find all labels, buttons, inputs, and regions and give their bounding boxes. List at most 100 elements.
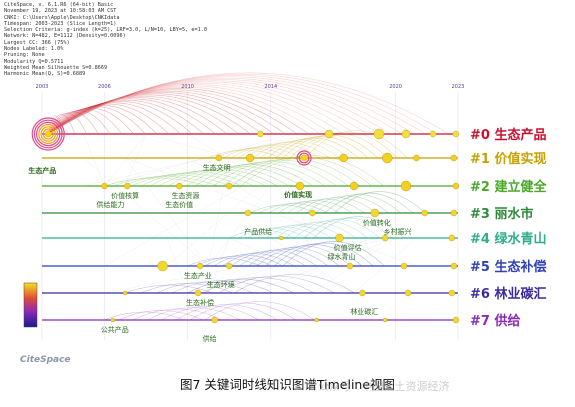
meta-line: CNKI: C:\Users\Apple\Desktop\CNKIdata bbox=[4, 14, 120, 21]
citation-arc bbox=[204, 161, 337, 187]
keyword-node bbox=[196, 262, 204, 270]
citation-arc bbox=[132, 308, 222, 321]
meta-line: Modularity Q=0.5711 bbox=[4, 58, 64, 65]
node-label: 价值转化 bbox=[363, 218, 391, 227]
meta-line: CiteSpace, v. 6.1.R6 (64-bit) Basic bbox=[4, 2, 114, 8]
cross-link bbox=[187, 157, 375, 267]
citation-arc bbox=[268, 201, 341, 214]
keyword-node bbox=[450, 209, 458, 217]
keyword-node bbox=[110, 317, 115, 323]
citation-arc bbox=[265, 244, 362, 267]
keyword-node bbox=[324, 129, 334, 139]
citation-arc bbox=[234, 274, 355, 294]
year-label: 2023 bbox=[452, 84, 465, 90]
cluster-label: #7 供给 bbox=[470, 313, 520, 329]
keyword-node bbox=[211, 316, 218, 324]
node-label: 生态产业 bbox=[184, 271, 212, 280]
meta-line: Nodes Labeled: 1.0% bbox=[4, 46, 64, 53]
citation-arc bbox=[213, 159, 349, 187]
node-label: 公共产品 bbox=[101, 325, 129, 334]
cluster-label: #4 绿水青山 bbox=[470, 231, 546, 247]
keyword-node-ring bbox=[296, 150, 312, 166]
keyword-node bbox=[194, 289, 202, 297]
citation-arc bbox=[48, 79, 390, 135]
citation-arc bbox=[186, 164, 313, 187]
citation-arc bbox=[140, 283, 233, 294]
meta-line: Pruning: None bbox=[4, 52, 45, 59]
citation-arc bbox=[304, 130, 407, 159]
node-label: 生态资源 bbox=[171, 191, 199, 200]
citespace-logo: CiteSpace bbox=[20, 355, 71, 365]
cross-link bbox=[145, 133, 334, 187]
year-label: 2014 bbox=[264, 84, 277, 90]
meta-line: November 19, 2023 at 10:58:03 AM CST bbox=[4, 8, 117, 15]
citation-arc bbox=[187, 278, 294, 294]
meta-line: Harmonic Mean(Q, S)=0.6889 bbox=[4, 71, 86, 78]
cluster-label: #2 建立健全 bbox=[470, 179, 547, 195]
citation-arc bbox=[289, 133, 388, 159]
citation-arc bbox=[223, 146, 301, 159]
citation-arc bbox=[48, 85, 331, 135]
cross-link bbox=[208, 157, 230, 267]
citation-arc bbox=[275, 136, 369, 159]
citation-arc bbox=[158, 168, 278, 187]
citation-arc bbox=[324, 192, 414, 214]
citation-arc bbox=[248, 247, 340, 267]
citation-arc bbox=[313, 216, 405, 239]
keyword-node bbox=[301, 155, 308, 161]
citation-arc bbox=[48, 89, 296, 135]
citation-arc bbox=[282, 134, 378, 159]
year-label: 2010 bbox=[181, 84, 194, 90]
citation-arc bbox=[305, 195, 389, 214]
keyword-node bbox=[452, 182, 460, 190]
citation-arc bbox=[222, 158, 361, 187]
cross-link bbox=[83, 157, 209, 267]
keyword-node bbox=[335, 233, 344, 243]
citation-arc bbox=[218, 275, 335, 294]
cross-link bbox=[166, 157, 292, 267]
citation-arc bbox=[140, 171, 254, 187]
node-label: 生态产品 bbox=[28, 166, 56, 175]
citation-arc bbox=[47, 114, 75, 135]
citation-arc bbox=[252, 140, 340, 159]
cross-link bbox=[187, 133, 271, 187]
citation-arc bbox=[249, 204, 316, 214]
year-label: 2003 bbox=[36, 84, 49, 90]
node-label: 林业碳汇 bbox=[350, 307, 378, 316]
citation-arc bbox=[48, 102, 180, 135]
meta-line: Largest CC: 366 (75%) bbox=[4, 39, 70, 46]
citation-arc bbox=[175, 304, 278, 321]
hub-node-ring bbox=[38, 123, 59, 144]
keyword-node bbox=[370, 208, 379, 218]
citation-arc bbox=[48, 106, 145, 135]
citation-arc bbox=[48, 97, 227, 135]
keyword-node bbox=[413, 154, 420, 162]
citation-arc bbox=[296, 197, 377, 214]
keyword-node bbox=[429, 130, 437, 138]
keyword-node bbox=[215, 154, 223, 162]
citation-arc bbox=[104, 177, 207, 187]
hub-node-ring bbox=[36, 121, 61, 147]
citation-arc bbox=[256, 245, 351, 267]
cross-link bbox=[104, 133, 147, 187]
keyword-node bbox=[122, 290, 128, 296]
citation-arc bbox=[48, 80, 378, 135]
node-label: 生态补偿 bbox=[186, 298, 214, 307]
node-label: 价值评估 bbox=[334, 243, 362, 252]
keyword-node bbox=[124, 182, 131, 190]
citation-arc bbox=[48, 73, 436, 135]
citation-arc bbox=[274, 242, 374, 267]
node-label: 绿水青山 bbox=[327, 252, 355, 261]
citation-arc bbox=[257, 225, 332, 239]
citation-arc bbox=[48, 75, 425, 135]
citation-arc bbox=[297, 131, 398, 159]
hub-node-ring bbox=[33, 119, 63, 149]
citation-arc bbox=[48, 93, 261, 135]
keyword-node bbox=[373, 128, 385, 140]
hub-node-ring bbox=[42, 128, 54, 140]
keyword-node bbox=[452, 316, 460, 324]
citation-arc bbox=[48, 83, 355, 135]
citation-arc bbox=[113, 176, 219, 187]
hub-node-ring bbox=[31, 117, 65, 151]
